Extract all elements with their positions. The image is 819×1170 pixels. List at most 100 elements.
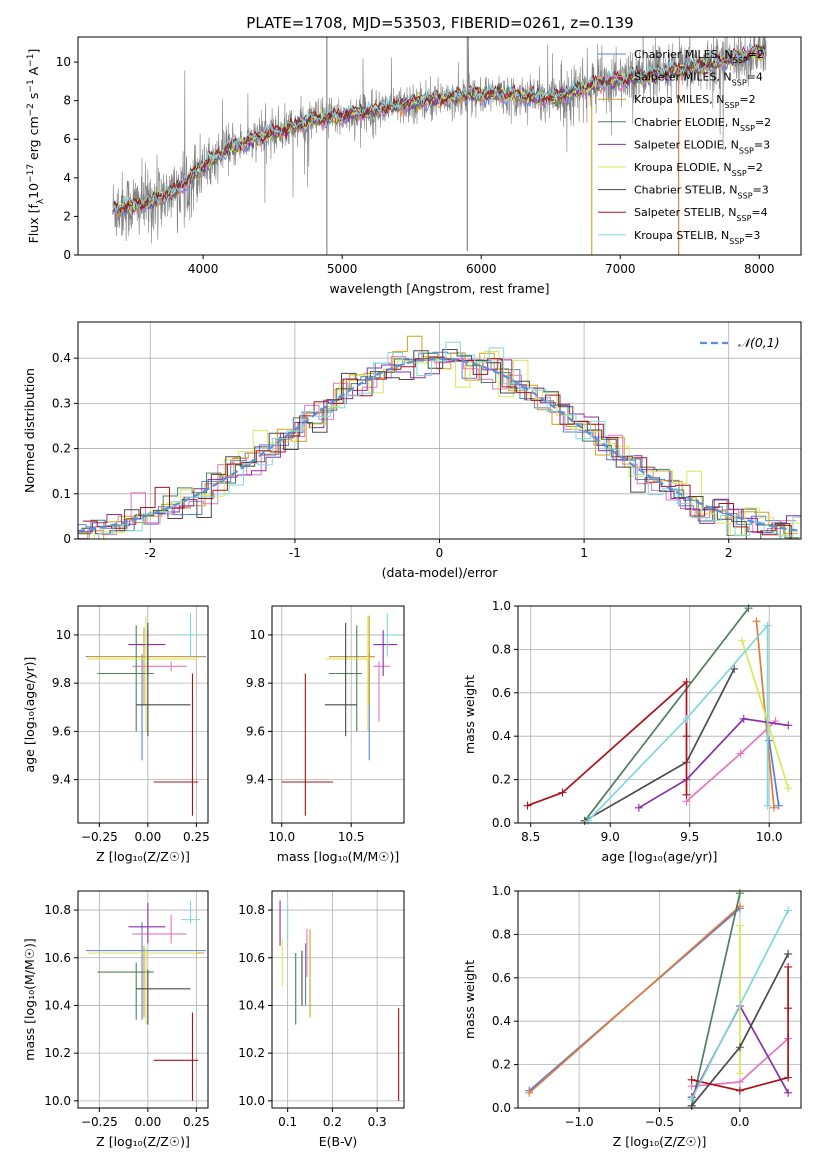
- x-axis-label: age [log₁₀(age/yr)]: [602, 849, 718, 864]
- legend-label: Kroupa STELIB, N: [634, 229, 729, 242]
- legend-suffix: =3: [754, 138, 770, 151]
- y-tick-label: 10.2: [238, 1046, 265, 1060]
- legend-entry: Chabrier MILES, NSSP=2: [634, 48, 764, 65]
- mass_vs_Z-panel: −0.25 0.00 0.25 10.0 10.2 10.4 10.6 10.8 Z [log₁…: [22, 890, 210, 1149]
- x-axis-label: E(B-V): [319, 1134, 358, 1149]
- y-tick-label: 10.4: [238, 998, 265, 1012]
- y-axis-label-part: λ: [36, 198, 46, 204]
- y-axis-label: Normed distribution: [22, 368, 37, 493]
- mass-weight-marker: [682, 677, 691, 686]
- figure-title: PLATE=1708, MJD=53503, FIBERID=0261, z=0…: [246, 14, 633, 32]
- mass-weight-marker: [774, 801, 783, 810]
- mass-weight-line: [584, 668, 735, 822]
- axes-frame: [77, 321, 802, 540]
- y-tick-label: 0.1: [52, 487, 71, 501]
- legend-sub: SSP: [724, 101, 739, 110]
- age_vs_mass-plot-area: [281, 613, 399, 816]
- x-tick-label: −0.25: [81, 1115, 118, 1129]
- mass_weight_vs_Z-plot-area: [525, 889, 793, 1110]
- mass-weight-line: [768, 740, 780, 806]
- y-tick-label: 0.4: [52, 351, 71, 365]
- mass-weight-marker: [784, 1073, 793, 1082]
- mass-weight-marker: [735, 921, 744, 930]
- x-axis-label: (data-model)/error: [382, 565, 499, 580]
- mass-weight-marker: [784, 1088, 793, 1097]
- legend-sub: SSP: [732, 78, 747, 87]
- x-tick-label: -1: [289, 546, 301, 560]
- y-tick-label: 10.6: [44, 951, 71, 965]
- y-axis-label-part: Flux [f: [26, 204, 41, 244]
- y-tick-label: 0.6: [492, 971, 511, 985]
- mass-weight-line: [528, 905, 741, 1094]
- residual-histogram: [82, 356, 801, 539]
- mass-weight-marker: [682, 732, 691, 741]
- x-tick-label: 8000: [744, 262, 775, 276]
- y-tick-label: 0.4: [492, 1014, 511, 1028]
- legend-suffix: =2: [739, 93, 755, 106]
- mass-weight-marker: [763, 621, 772, 630]
- model-spectrum-line: [112, 50, 766, 218]
- mass-weight-marker: [784, 1004, 793, 1013]
- x-tick-label: −0.25: [81, 830, 118, 844]
- y-tick-label: 4: [63, 171, 71, 185]
- y-axis-label-part: A: [26, 66, 41, 79]
- mass-weight-marker: [558, 788, 567, 797]
- y-tick-label: 2: [63, 209, 71, 223]
- y-tick-label: 0.2: [492, 773, 511, 787]
- x-tick-label: 8.5: [521, 830, 540, 844]
- x-tick-label: 7000: [605, 262, 636, 276]
- legend-entry: Salpeter MILES, NSSP=4: [634, 71, 763, 88]
- legend-suffix: =2: [748, 48, 764, 61]
- x-tick-label: 0.1: [278, 1115, 297, 1129]
- x-tick-label: -2: [144, 546, 156, 560]
- x-tick-label: 0.00: [134, 830, 161, 844]
- mass-weight-line: [587, 623, 769, 822]
- legend-suffix: =4: [747, 71, 763, 84]
- y-tick-label: 1.0: [492, 884, 511, 898]
- y-tick-label: 9.4: [52, 773, 71, 787]
- legend-entry: 𝒩(0,1): [738, 335, 780, 350]
- y-tick-label: 10.4: [44, 998, 71, 1012]
- residual-histogram: [78, 352, 800, 539]
- y-tick-label: 0: [63, 532, 71, 546]
- mass-weight-marker: [523, 801, 532, 810]
- mass-weight-line: [584, 607, 750, 822]
- mass-weight-line: [690, 893, 741, 1106]
- age_vs_mass-panel: 10.0 10.5 9.4 9.6 9.8 10 mass [log₁₀(M/M☉)]: [246, 605, 405, 864]
- x-axis-label: Z [log₁₀(Z/Z☉)]: [96, 1134, 190, 1149]
- x-tick-label: 0.3: [368, 1115, 387, 1129]
- y-tick-label: 9.8: [52, 676, 71, 690]
- y-axis-label-part: ]: [26, 49, 41, 54]
- mass-weight-marker: [735, 1077, 744, 1086]
- spectrum-plot-area: [112, 37, 767, 255]
- x-tick-label: −0.5: [645, 1115, 674, 1129]
- y-tick-label: 0.8: [492, 642, 511, 656]
- x-axis-label: Z [log₁₀(Z/Z☉)]: [613, 1134, 707, 1149]
- mass_vs_ebv-panel: 0.1 0.2 0.3 10.0 10.2 10.4 10.6 10.8 E(B-V): [238, 890, 405, 1149]
- y-axis-label: age [log₁₀(age/yr)]: [22, 657, 37, 773]
- x-tick-label: 1: [580, 546, 588, 560]
- mass-weight-marker: [735, 889, 744, 898]
- mass-weight-marker: [735, 1043, 744, 1052]
- legend-label: Chabrier MILES, N: [634, 48, 733, 61]
- y-tick-label: 9.6: [52, 724, 71, 738]
- residuals-panel: -2 -1 0 1 2 0 0.1 0.2 0.3 0.4 (data-model)/error No…: [22, 321, 802, 580]
- y-tick-label: 10.8: [44, 903, 71, 917]
- mass-weight-marker: [730, 664, 739, 673]
- x-axis-label: mass [log₁₀(M/M☉)]: [277, 849, 399, 864]
- legend-entry: Salpeter ELODIE, NSSP=3: [634, 138, 770, 155]
- axes-frame: [77, 890, 209, 1109]
- mass_weight_vs_age-panel: 8.5 9.0 9.5 10.0 0.0 0.2 0.4 0.6 0.8 1.0 age [log₁…: [462, 599, 802, 864]
- legend-sub: SSP: [729, 236, 744, 245]
- y-axis-label-part: −17: [26, 164, 36, 183]
- y-tick-label: 9.4: [246, 773, 265, 787]
- mass_weight_vs_Z-panel: −1.0 −0.5 0.0 0.0 0.2 0.4 0.6 0.8 1.0 Z [log₁₀(Z/…: [462, 884, 802, 1149]
- legend-sub: SSP: [732, 169, 747, 178]
- y-axis-label: mass weight: [462, 960, 477, 1039]
- y-tick-label: 10.0: [44, 1094, 71, 1108]
- mass-weight-marker: [752, 617, 761, 626]
- mass-weight-marker: [784, 721, 793, 730]
- y-tick-label: 0.3: [52, 396, 71, 410]
- y-tick-label: 10.6: [238, 951, 265, 965]
- axes-frame: [77, 36, 802, 256]
